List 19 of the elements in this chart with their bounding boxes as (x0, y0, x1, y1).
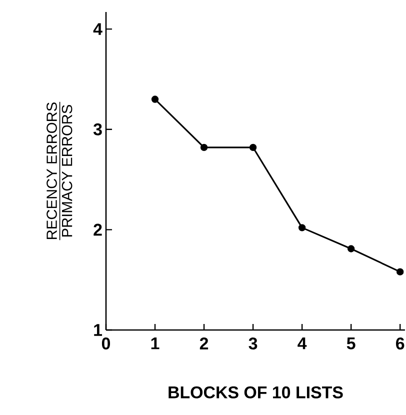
y-tick-label: 1 (94, 324, 102, 336)
point (249, 144, 257, 152)
point (298, 224, 306, 232)
y-tick-label: 4 (93, 23, 102, 35)
x-tick-label: 1 (151, 338, 160, 350)
x-tick-label: 6 (396, 338, 404, 350)
y-tick-label: 3 (93, 123, 102, 136)
point (200, 144, 208, 152)
y-axis-title: $\frac{\text{RECENCY ERRORS}}{\text{PRIMACY ERRORS}}$ (46, 102, 72, 240)
x-tick-label: 2 (200, 338, 208, 350)
point (347, 245, 355, 252)
point (151, 96, 159, 103)
x-tick-label: 4 (298, 338, 307, 350)
x-tick-label: 3 (248, 338, 258, 350)
point (396, 268, 404, 276)
x-axis-title: BLOCKS OF 10 LISTS (168, 386, 343, 398)
x-tick-label: 0 (102, 338, 110, 350)
y-tick-label: 2 (94, 224, 102, 236)
x-tick-label: 5 (346, 338, 356, 350)
